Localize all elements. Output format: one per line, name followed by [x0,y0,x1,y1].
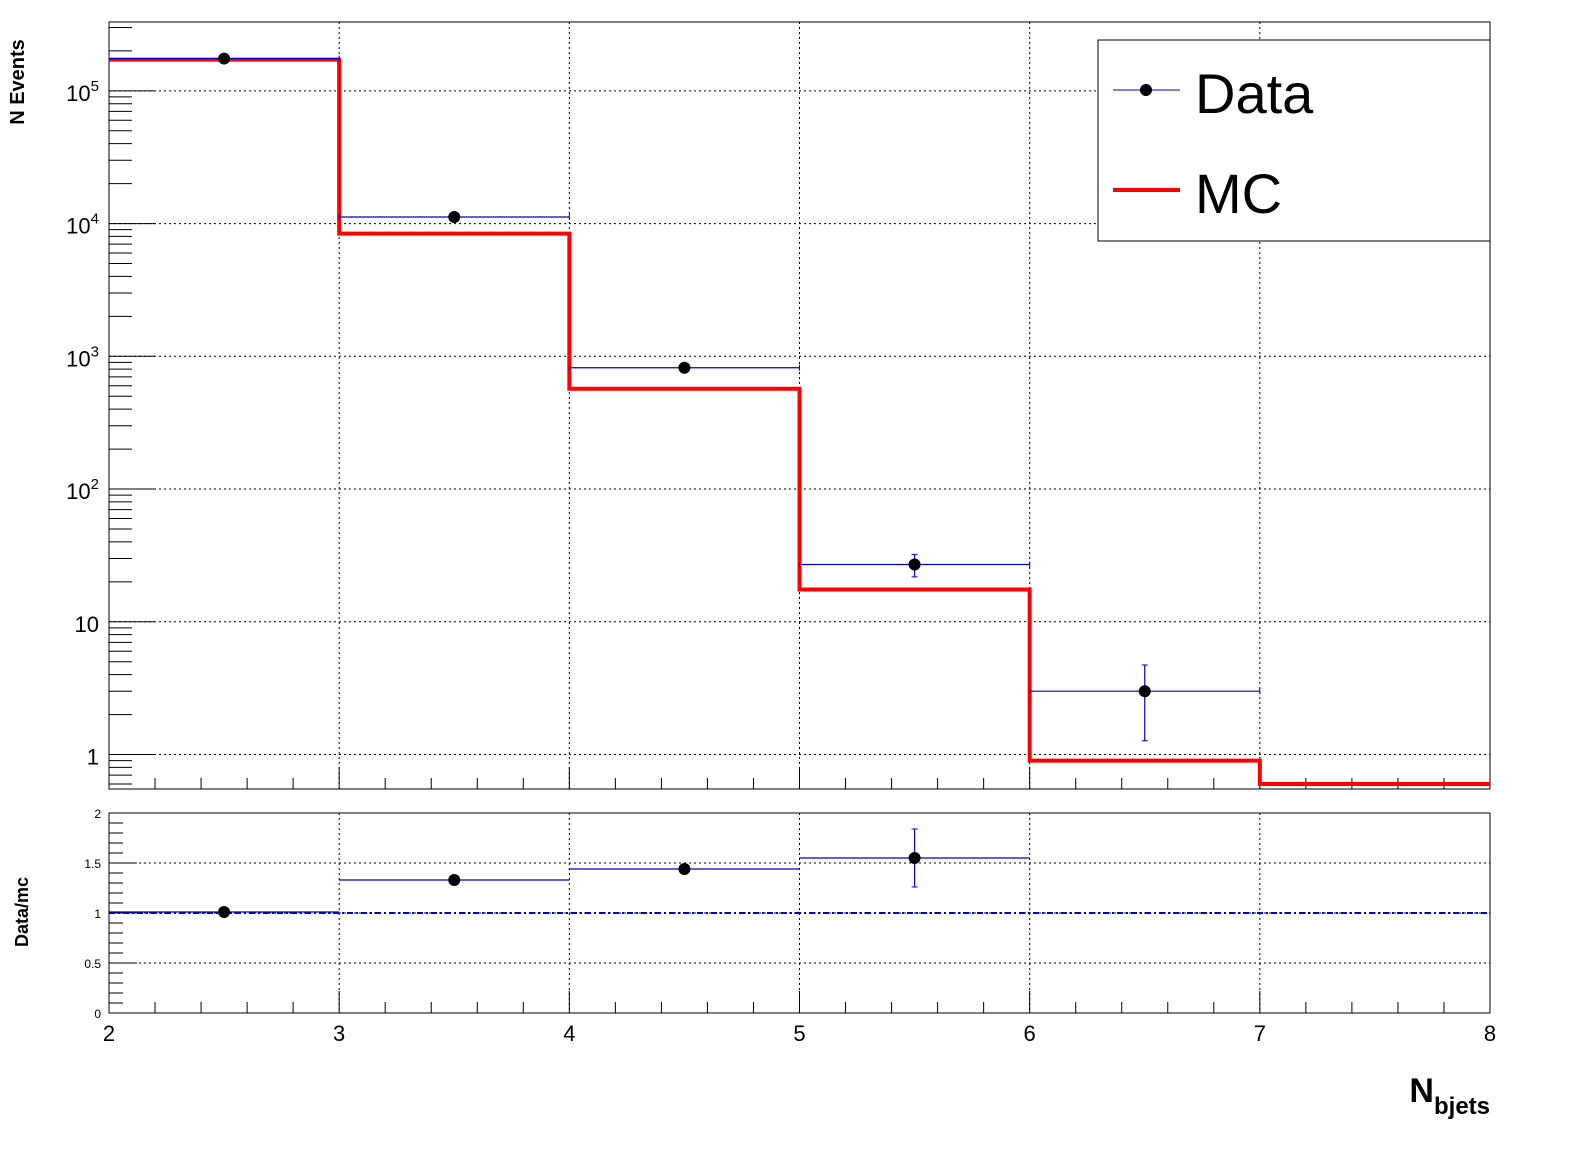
legend-data-label: Data [1195,62,1314,125]
ratio-frame [108,812,1491,1014]
main-y-tick-label: 102 [66,476,99,504]
main-y-tick-label: 105 [66,78,99,106]
mc-step-line [109,57,1490,786]
ratio-x-tick-label: 7 [1254,1021,1266,1046]
ratio-point [218,906,231,918]
ratio-point [448,874,461,886]
ratio-y-tick-label: 0.5 [84,957,101,971]
data-point [1138,685,1151,698]
legend-data-marker [1140,84,1152,96]
main-y-tick-label: 1 [87,745,99,770]
ratio-x-tick-label: 2 [103,1021,115,1046]
ratio-panel: 0 0.5 1 1.5 2 2 3 4 5 6 7 8 Data/mc Nbjets [12,807,1496,1120]
ratio-x-tick-label: 3 [333,1021,345,1046]
ratio-y-tick-label: 1.5 [84,857,101,871]
ratio-y-tick-label: 2 [94,807,101,821]
ratio-point [908,852,921,864]
main-y-axis-title: N Events [7,39,29,125]
ratio-x-tick-label: 8 [1484,1021,1496,1046]
main-y-tick-label: 10 [75,612,99,637]
legend-mc-label: MC [1195,162,1282,225]
ratio-y-tick-label: 0 [94,1007,101,1021]
ratio-x-tick-label: 6 [1024,1021,1036,1046]
data-point [448,211,461,224]
data-point [678,361,691,374]
data-point [908,558,921,571]
ratio-y-tick-label: 1 [94,907,101,921]
x-axis-title: Nbjets [1409,1072,1490,1120]
main-y-tick-label: 104 [66,211,99,239]
main-frame [108,21,1491,790]
legend: Data MC [1097,39,1491,242]
data-point [218,52,231,65]
ratio-x-tick-label: 4 [563,1021,575,1046]
ratio-x-tick-label: 5 [793,1021,805,1046]
ratio-point [678,863,691,875]
ratio-y-axis-title: Data/mc [12,877,32,947]
main-y-tick-label: 103 [66,343,99,371]
legend-box [1097,39,1491,242]
